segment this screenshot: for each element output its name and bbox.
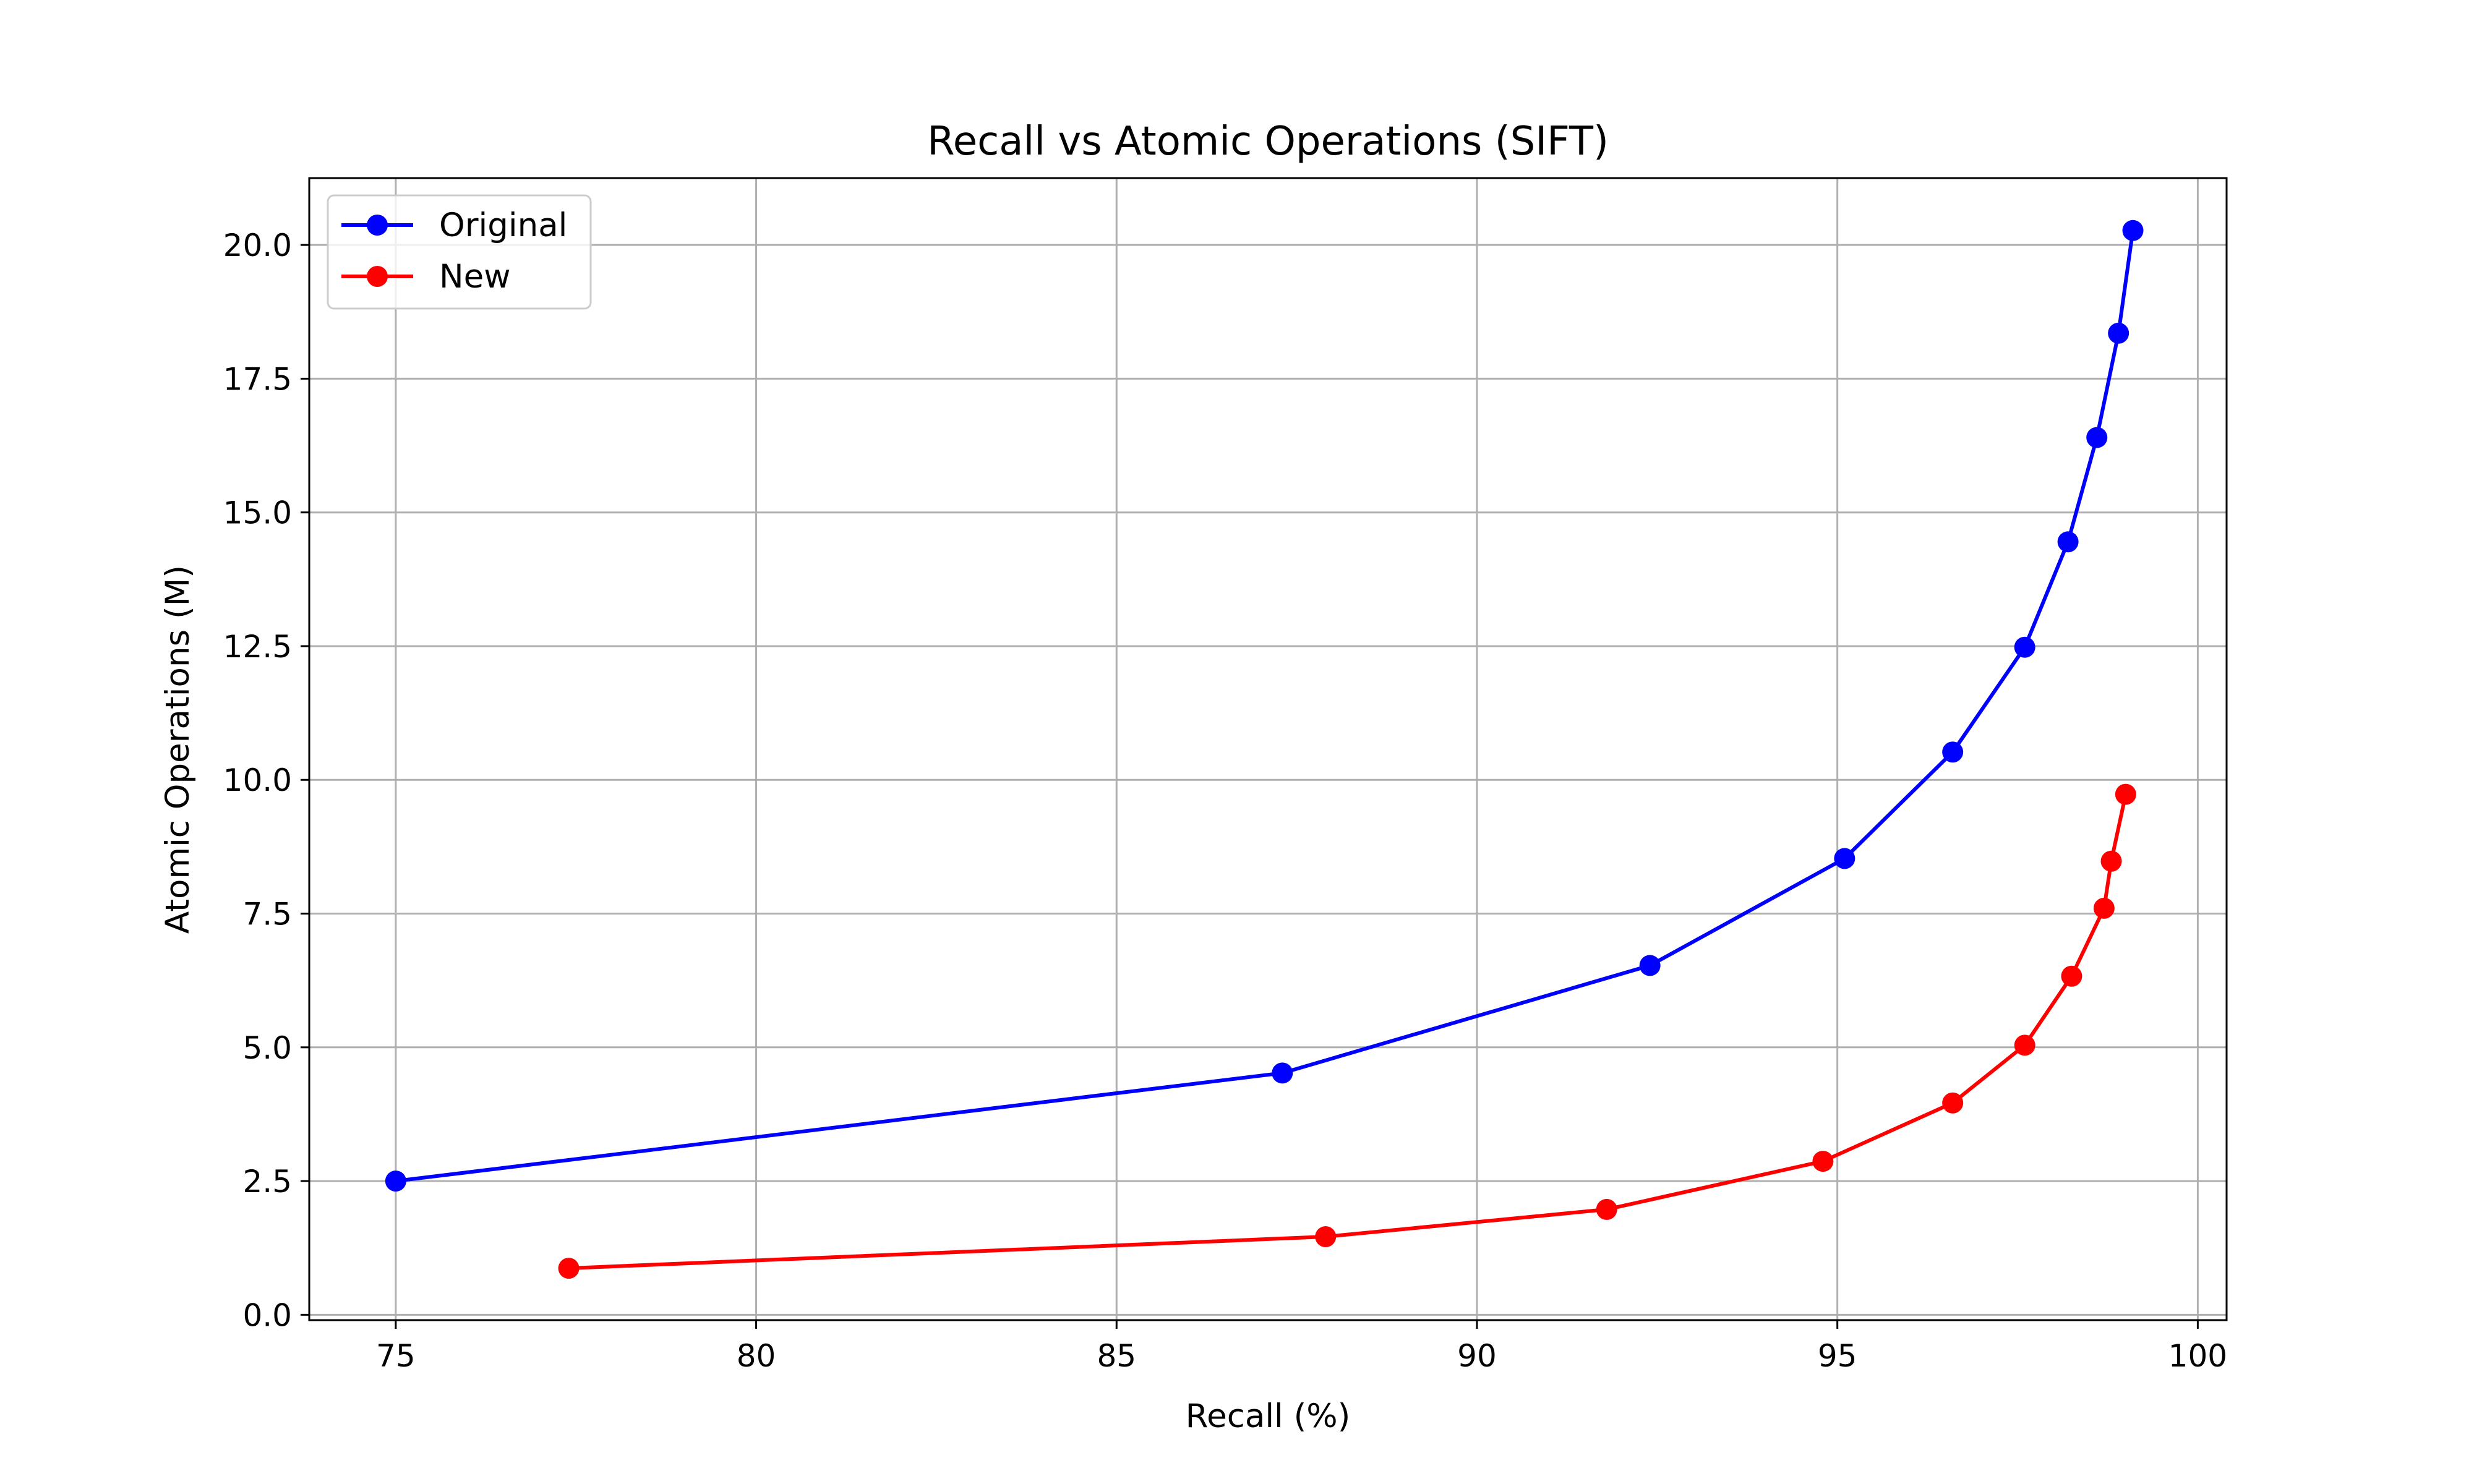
chart-title: Recall vs Atomic Operations (SIFT)	[927, 119, 1609, 164]
data-point-original	[2057, 531, 2079, 553]
y-tick-label: 0.0	[242, 1297, 292, 1333]
x-tick-label: 100	[2168, 1338, 2227, 1374]
legend-label-original: Original	[439, 207, 567, 244]
y-tick-label: 12.5	[223, 629, 292, 665]
data-point-new	[2100, 850, 2122, 872]
data-point-original	[1942, 741, 1964, 763]
gridlines	[309, 178, 2227, 1320]
data-point-new	[2115, 783, 2136, 805]
legend-marker-original	[367, 215, 388, 236]
y-tick-label: 17.5	[223, 361, 292, 397]
series-new	[558, 783, 2136, 1279]
data-point-new	[2093, 897, 2115, 919]
y-tick-label: 7.5	[242, 897, 292, 932]
legend: Original New	[327, 194, 592, 310]
data-point-new	[1812, 1151, 1834, 1172]
data-point-original	[1639, 955, 1661, 976]
y-tick-label: 15.0	[223, 495, 292, 531]
x-tick-label: 90	[1457, 1338, 1497, 1374]
x-axis-ticks: 75 80 85 90 95 100	[376, 1320, 2227, 1374]
y-axis-ticks: 0.0 2.5 5.0 7.5 10.0 12.5 15.0 17.5 20.0	[223, 228, 309, 1333]
plot-frame	[308, 177, 2228, 1321]
y-tick-label: 5.0	[242, 1030, 292, 1066]
data-point-new	[1596, 1198, 1617, 1220]
data-point-original	[2014, 636, 2035, 658]
x-tick-label: 95	[1818, 1338, 1857, 1374]
data-point-new	[1315, 1226, 1337, 1248]
data-point-new	[1942, 1092, 1964, 1114]
series-layer	[385, 220, 2144, 1279]
y-tick-label: 10.0	[223, 762, 292, 798]
data-point-original	[385, 1171, 406, 1192]
x-axis-label: Recall (%)	[1186, 1397, 1351, 1435]
series-line-new	[568, 793, 2128, 1271]
series-line-original	[395, 230, 2135, 1183]
series-original	[385, 220, 2144, 1192]
data-point-original	[2122, 220, 2144, 241]
data-point-original	[2108, 322, 2129, 344]
legend-marker-new	[367, 266, 388, 287]
data-point-original	[1834, 848, 1856, 869]
data-point-new	[2014, 1034, 2035, 1056]
x-tick-label: 85	[1097, 1338, 1136, 1374]
data-point-original	[2086, 427, 2108, 448]
x-tick-label: 80	[737, 1338, 776, 1374]
data-point-original	[1272, 1062, 1293, 1084]
data-point-new	[2061, 965, 2082, 987]
data-point-new	[558, 1258, 580, 1279]
legend-label-new: New	[439, 258, 511, 296]
y-tick-label: 2.5	[242, 1164, 292, 1200]
y-tick-label: 20.0	[223, 228, 292, 263]
y-axis-label: Atomic Operations (M)	[159, 565, 197, 934]
x-tick-label: 75	[376, 1338, 416, 1374]
